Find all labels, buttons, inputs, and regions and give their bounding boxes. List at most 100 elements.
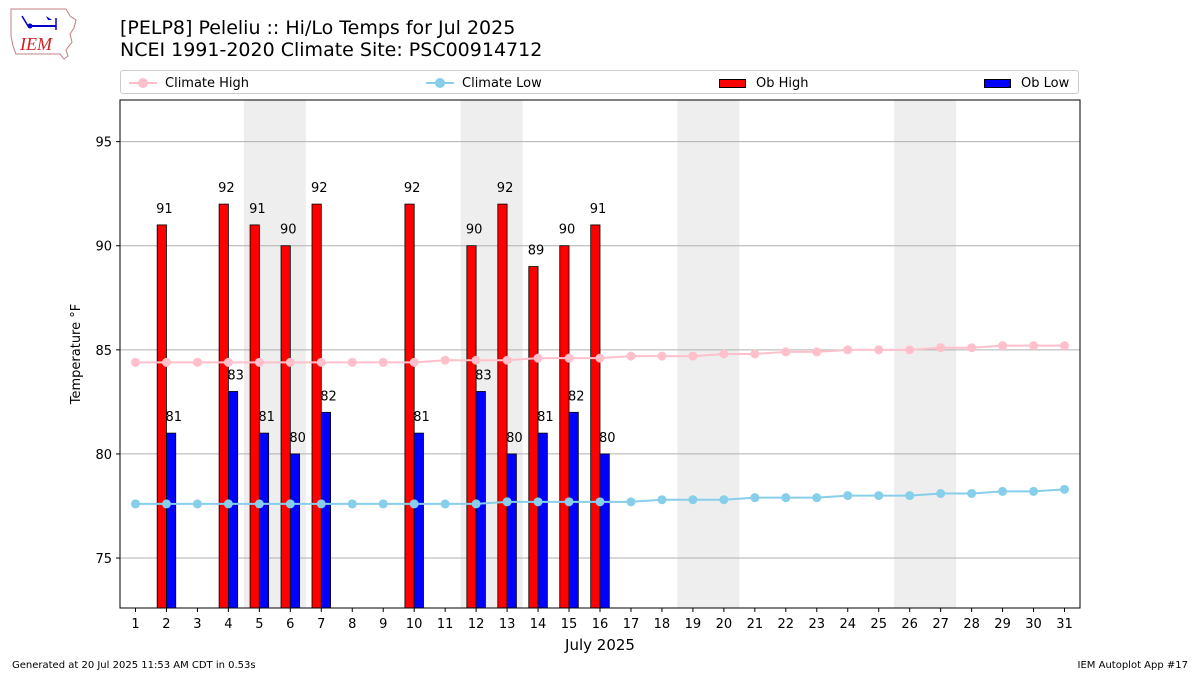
climate-high-point xyxy=(502,355,512,365)
climate-low-point xyxy=(378,499,388,509)
bar-ob-low xyxy=(289,453,301,609)
ob-high-swatch xyxy=(719,78,746,88)
climate-low-point xyxy=(905,491,915,501)
y-tick-label: 90 xyxy=(95,240,112,255)
climate-high-point xyxy=(1029,341,1039,351)
iem-logo: IEM xyxy=(10,8,77,60)
bar-label-ob-high: 92 xyxy=(311,181,328,196)
x-tick-label: 6 xyxy=(286,617,294,632)
bar-ob-low xyxy=(506,453,517,609)
climate-high-point xyxy=(564,353,574,363)
ob-low-swatch xyxy=(984,78,1011,88)
y-tick-label: 75 xyxy=(95,552,112,567)
climate-high-point xyxy=(595,353,605,363)
bar-ob-low xyxy=(258,432,270,609)
climate-low-point xyxy=(843,491,853,501)
chart-subtitle: NCEI 1991-2020 Climate Site: PSC00914712 xyxy=(120,39,543,61)
bar-label-ob-low: 81 xyxy=(165,410,182,425)
bar-ob-high xyxy=(311,203,322,609)
climate-high-point xyxy=(533,353,543,363)
climate-high-point xyxy=(409,357,419,367)
climate-high-point xyxy=(316,357,326,367)
app-note: IEM Autoplot App #17 xyxy=(1077,660,1188,671)
climate-low-point xyxy=(688,495,698,505)
climate-low-point xyxy=(1029,486,1039,496)
bar-label-ob-high: 92 xyxy=(218,181,235,196)
climate-high-point xyxy=(471,355,481,365)
legend-label: Climate High xyxy=(165,75,250,91)
bar-label-ob-low: 82 xyxy=(568,389,585,404)
x-tick-label: 14 xyxy=(530,617,547,632)
climate-high-point xyxy=(254,357,264,367)
bar-ob-low xyxy=(320,411,331,609)
climate-low-point xyxy=(998,486,1008,496)
climate-high-point xyxy=(719,349,729,359)
climate-low-point xyxy=(595,497,605,507)
climate-low-point xyxy=(223,499,233,509)
climate-high-point xyxy=(936,343,946,353)
bar-ob-high xyxy=(528,266,539,609)
x-tick-label: 15 xyxy=(561,617,578,632)
legend-ob-low: Ob Low xyxy=(984,74,1069,92)
x-tick-label: 20 xyxy=(716,617,733,632)
x-tick-label: 13 xyxy=(499,617,516,632)
climate-high-point xyxy=(285,357,295,367)
chart-title: [PELP8] Peleliu :: Hi/Lo Temps for Jul 2… xyxy=(120,17,516,39)
climate-low-point xyxy=(347,499,357,509)
legend-climate-low: Climate Low xyxy=(426,74,542,92)
bar-label-ob-high: 91 xyxy=(590,202,607,217)
climate-high-point xyxy=(130,357,140,367)
climate-low-point xyxy=(471,499,481,509)
bar-label-ob-low: 80 xyxy=(289,431,306,446)
x-tick-label: 4 xyxy=(224,617,232,632)
x-axis-label: July 2025 xyxy=(564,636,635,654)
generated-note: Generated at 20 Jul 2025 11:53 AM CDT in… xyxy=(12,660,256,671)
climate-low-point xyxy=(750,493,760,503)
climate-low-point xyxy=(533,497,543,507)
bar-label-ob-low: 83 xyxy=(475,368,492,383)
climate-high-point xyxy=(688,351,698,361)
bar-label-ob-low: 82 xyxy=(320,389,337,404)
climate-low-point xyxy=(936,488,946,498)
climate-low-point xyxy=(812,493,822,503)
x-tick-label: 10 xyxy=(406,617,423,632)
climate-low-point xyxy=(564,497,574,507)
bar-ob-high xyxy=(466,245,477,609)
climate-low-swatch xyxy=(426,78,454,88)
bar-label-ob-low: 81 xyxy=(413,410,430,425)
climate-high-point xyxy=(781,347,791,357)
legend-label: Climate Low xyxy=(462,75,542,91)
bar-ob-high xyxy=(559,245,570,609)
bar-ob-high xyxy=(497,203,508,609)
climate-high-swatch xyxy=(129,78,157,88)
bar-ob-low xyxy=(599,453,610,609)
climate-low-point xyxy=(409,499,419,509)
climate-high-point xyxy=(347,357,357,367)
climate-low-point xyxy=(192,499,202,509)
climate-low-point xyxy=(254,499,264,509)
bar-label-ob-high: 92 xyxy=(404,181,421,196)
x-tick-label: 19 xyxy=(685,617,702,632)
x-tick-label: 17 xyxy=(623,617,640,632)
climate-high-point xyxy=(843,345,853,355)
x-tick-label: 23 xyxy=(809,617,826,632)
climate-high-point xyxy=(626,351,636,361)
y-tick-label: 85 xyxy=(95,344,112,359)
x-tick-label: 18 xyxy=(654,617,671,632)
logo-text: IEM xyxy=(19,34,53,54)
x-tick-label: 25 xyxy=(870,617,887,632)
climate-low-point xyxy=(130,499,140,509)
climate-low-point xyxy=(161,499,171,509)
x-tick-label: 31 xyxy=(1056,617,1073,632)
climate-high-point xyxy=(223,357,233,367)
bar-ob-high xyxy=(404,203,415,609)
climate-high-point xyxy=(874,345,884,355)
bar-ob-high xyxy=(590,224,601,609)
bar-label-ob-high: 90 xyxy=(559,223,576,238)
climate-high-point xyxy=(192,357,202,367)
climate-low-point xyxy=(440,499,450,509)
climate-low-point xyxy=(874,491,884,501)
bar-label-ob-low: 80 xyxy=(599,431,616,446)
x-tick-label: 22 xyxy=(778,617,795,632)
